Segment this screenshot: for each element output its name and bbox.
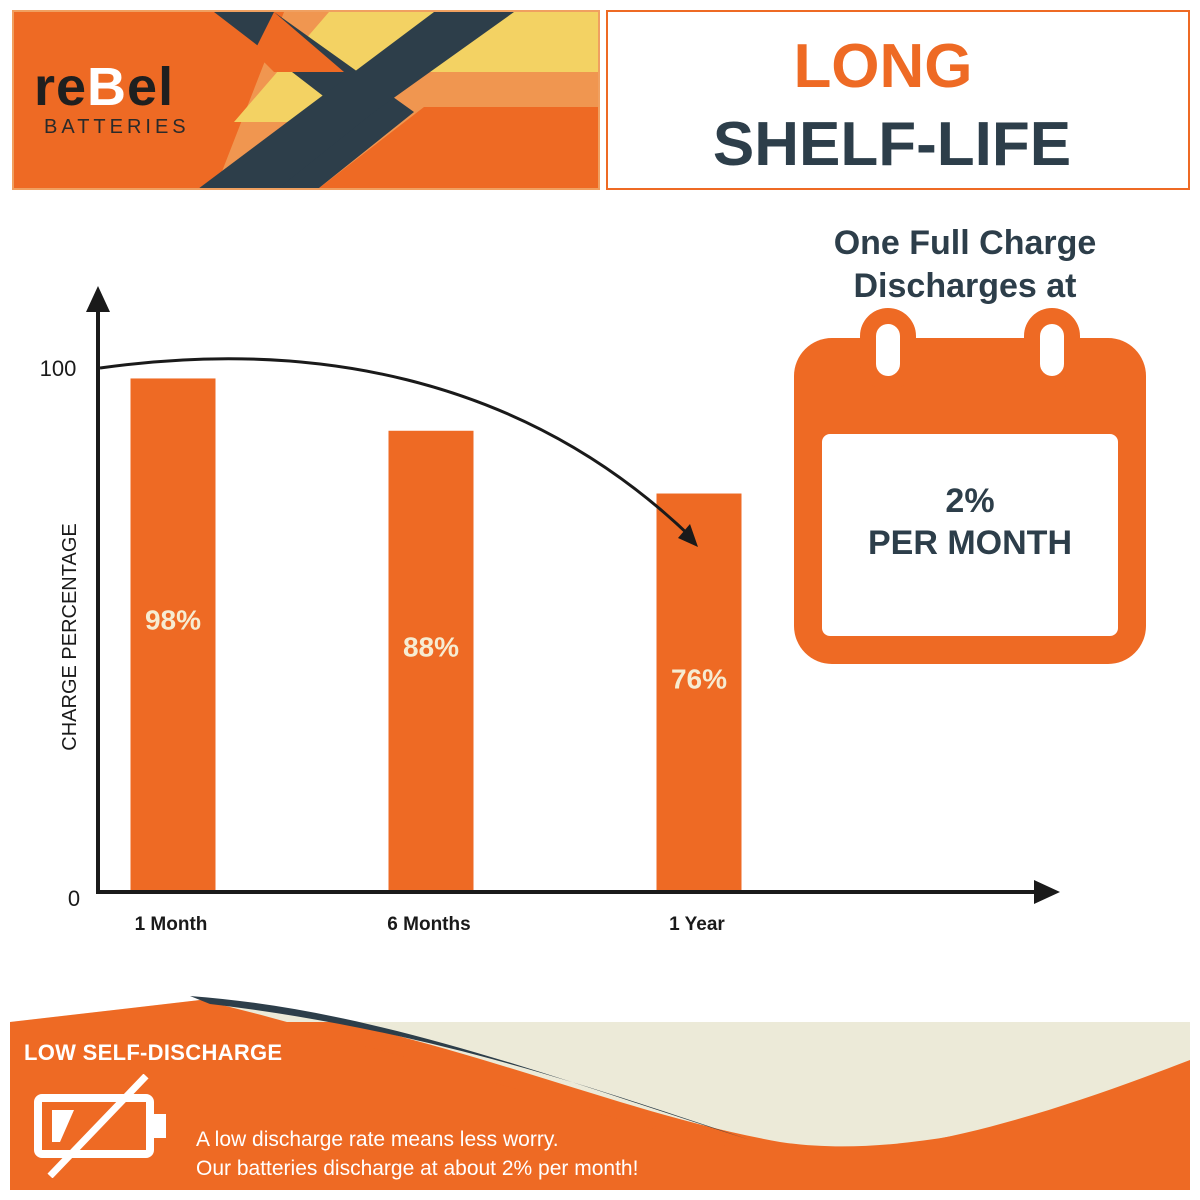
logo-el-part: el	[127, 57, 175, 117]
header-title-panel: LONG SHELF-LIFE	[606, 10, 1190, 190]
banner-heading: LOW SELF-DISCHARGE	[24, 1040, 283, 1065]
calendar-heading-line-2: Discharges at	[853, 267, 1077, 305]
page-title-line-1: LONG	[793, 32, 973, 101]
y-axis-arrow-icon	[86, 286, 110, 312]
calendar-value-percent: 2%	[945, 482, 995, 520]
charge-bar-chart: 98% 1 Month 88% 6 Months 76% 1 Year CHARGE PE…	[40, 286, 1060, 935]
bar-data-label: 88%	[403, 631, 459, 662]
y-tick-label-100: 100	[40, 356, 77, 381]
brand-logo-panel: reBel BATTERIES	[12, 10, 600, 190]
bottom-banner-background	[10, 996, 1190, 1190]
page-title-line-2: SHELF-LIFE	[712, 110, 1072, 179]
brand-logo-subtitle: BATTERIES	[44, 116, 190, 138]
calendar-value-unit: PER MONTH	[868, 524, 1072, 562]
bar-data-label: 98%	[145, 605, 201, 636]
brand-logo-text: reBel	[34, 60, 174, 114]
trend-arrow	[99, 357, 696, 542]
y-axis-label: CHARGE PERCENTAGE	[59, 523, 81, 750]
logo-x-graphic	[199, 12, 598, 188]
calendar-heading-line-1: One Full Charge	[833, 224, 1097, 262]
y-tick-label-0: 0	[68, 886, 80, 911]
bar-data-label: 76%	[671, 663, 727, 694]
banner-text-line-2: Our batteries discharge at about 2% per …	[196, 1157, 639, 1180]
calendar-value: 2% PER MONTH	[822, 480, 1118, 564]
x-tick-label: 6 Months	[387, 914, 470, 935]
logo-b-part: B	[87, 57, 128, 117]
bar-1-year	[656, 493, 742, 891]
bar-6-months	[388, 430, 474, 891]
banner-text-line-1: A low discharge rate means less worry.	[196, 1128, 559, 1151]
x-axis-arrow-icon	[1034, 880, 1060, 904]
calendar-heading: One Full Charge Discharges at	[790, 222, 1140, 308]
low-battery-icon	[34, 1074, 166, 1178]
trend-arrow-head-icon	[678, 524, 698, 547]
logo-re-part: re	[34, 57, 88, 117]
x-tick-label: 1 Month	[135, 914, 208, 935]
bar-1-month	[130, 378, 216, 891]
calendar-icon	[794, 308, 1146, 664]
x-tick-label: 1 Year	[669, 914, 725, 935]
